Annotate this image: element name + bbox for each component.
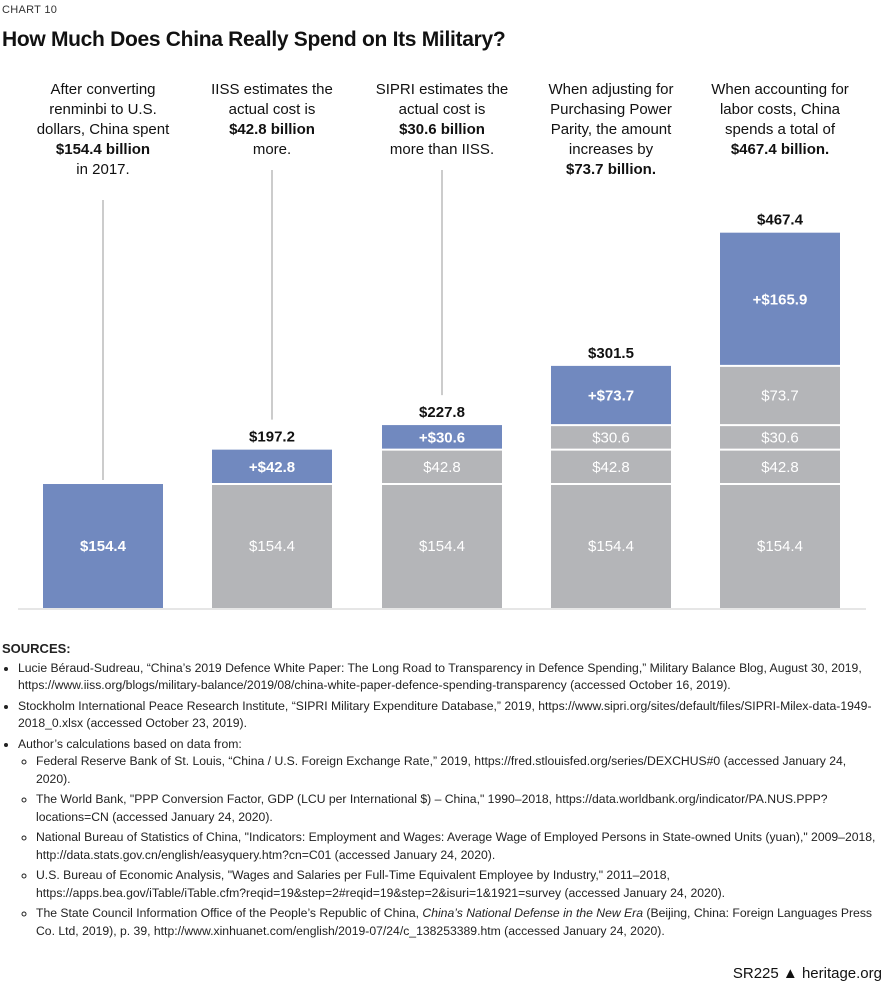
annotation: SIPRI estimates the actual cost is $30.6 … [375, 81, 509, 158]
bar-segment [551, 365, 671, 426]
report-code: SR225 [732, 965, 779, 982]
footer: SR225 ▲ heritage.org [733, 965, 882, 982]
bar-segment [720, 484, 840, 608]
bar-segment [551, 484, 671, 608]
segment-label: +$165.9 [753, 291, 808, 308]
segment-label: $154.4 [757, 538, 803, 555]
bar-segment [382, 484, 502, 608]
annotation: IISS estimates the actual cost is $42.8 b… [211, 81, 333, 158]
bar-segment [212, 484, 332, 608]
segment-label: $42.8 [761, 459, 799, 476]
bar-segment [43, 484, 163, 608]
site-name: heritage.org [801, 965, 882, 982]
source-item: Stockholm International Peace Research I… [18, 698, 882, 733]
annotation: When accounting for labor costs, China s… [711, 81, 849, 158]
total-label: $301.5 [588, 345, 634, 362]
segment-label: $30.6 [592, 429, 630, 446]
segment-label: +$30.6 [419, 429, 465, 446]
bar-segment [720, 425, 840, 450]
bar-segment [382, 425, 502, 450]
bar-segment [720, 449, 840, 485]
segment-label: $154.4 [80, 538, 127, 555]
source-subitem: The State Council Information Office of … [36, 905, 882, 940]
source-subitem: National Bureau of Statistics of China, … [36, 829, 882, 864]
bar-segment [551, 449, 671, 485]
source-subitem: Federal Reserve Bank of St. Louis, “Chin… [36, 753, 882, 788]
annotation: When adjusting for Purchasing Power Pari… [548, 81, 674, 178]
chart-number: CHART 10 [2, 4, 58, 16]
chart-title: How Much Does China Really Spend on Its … [2, 28, 506, 51]
sources-heading: SOURCES: [2, 641, 71, 656]
segment-label: $154.4 [419, 538, 465, 555]
segment-label: +$42.8 [249, 459, 295, 476]
segment-label: $154.4 [249, 538, 295, 555]
total-label: $197.2 [249, 429, 295, 446]
bar-segment [720, 365, 840, 426]
source-subitem: The World Bank, "PPP Conversion Factor, … [36, 791, 882, 826]
segment-label: +$73.7 [588, 387, 634, 404]
segment-label: $73.7 [761, 387, 799, 404]
total-label: $467.4 [757, 212, 804, 229]
bar-segment [720, 232, 840, 366]
source-subitem: U.S. Bureau of Economic Analysis, "Wages… [36, 867, 882, 902]
bar-segment [551, 425, 671, 450]
source-item: Lucie Béraud-Sudreau, “China’s 2019 Defe… [18, 660, 882, 695]
segment-label: $42.8 [423, 459, 461, 476]
annotation: After converting renminbi to U.S. dollar… [36, 81, 170, 178]
bell-icon: ▲ [782, 965, 798, 982]
total-label: $227.8 [419, 404, 465, 421]
bar-segment [212, 449, 332, 485]
bar-segment [382, 449, 502, 485]
segment-label: $154.4 [588, 538, 634, 555]
sources: SOURCES: Lucie Béraud-Sudreau, “China’s … [2, 640, 882, 943]
source-item: Author’s calculations based on data from… [18, 736, 882, 941]
segment-label: $30.6 [761, 429, 799, 446]
bar-chart: $154.4 $154.4 +$42.8 $197.2 $154.4 $42.8 +$30.… [18, 170, 866, 610]
segment-label: $42.8 [592, 459, 630, 476]
